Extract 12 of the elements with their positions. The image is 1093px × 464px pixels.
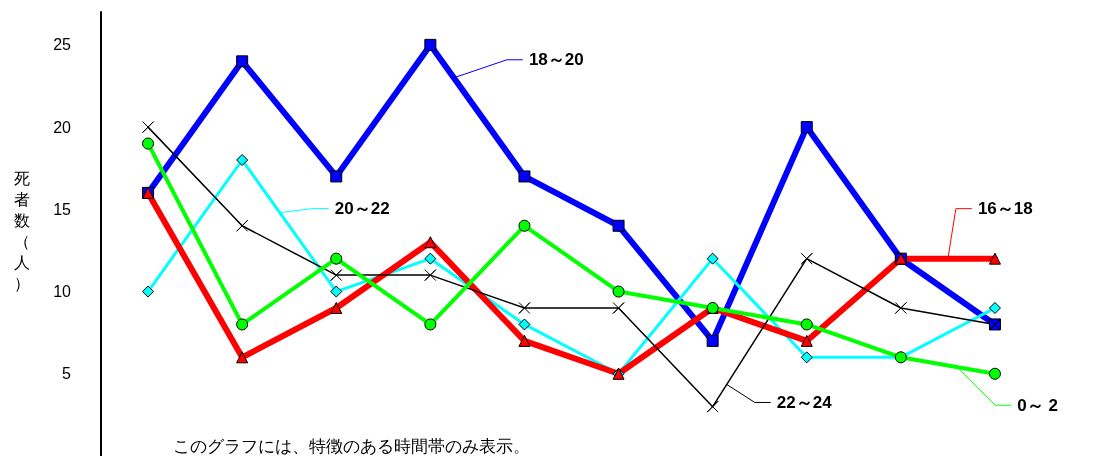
y-tick-label: 25	[53, 36, 72, 54]
y-tick-label: 5	[62, 365, 72, 383]
annotation: このグラフには、特徴のある時間帯のみ表示。	[173, 435, 530, 456]
y-tick-label: 20	[53, 118, 72, 136]
legend-label: 20～22	[334, 199, 390, 219]
series-label: 0～ 2	[1017, 395, 1058, 415]
legend-label: 18～20	[528, 50, 584, 70]
y-tick-label: 15	[53, 200, 72, 218]
legend-label: 22～24	[776, 392, 833, 412]
text: 16～18	[977, 199, 1033, 219]
y-axis-title: 死者数（人）	[14, 169, 30, 293]
y-tick-label: 10	[53, 283, 72, 301]
